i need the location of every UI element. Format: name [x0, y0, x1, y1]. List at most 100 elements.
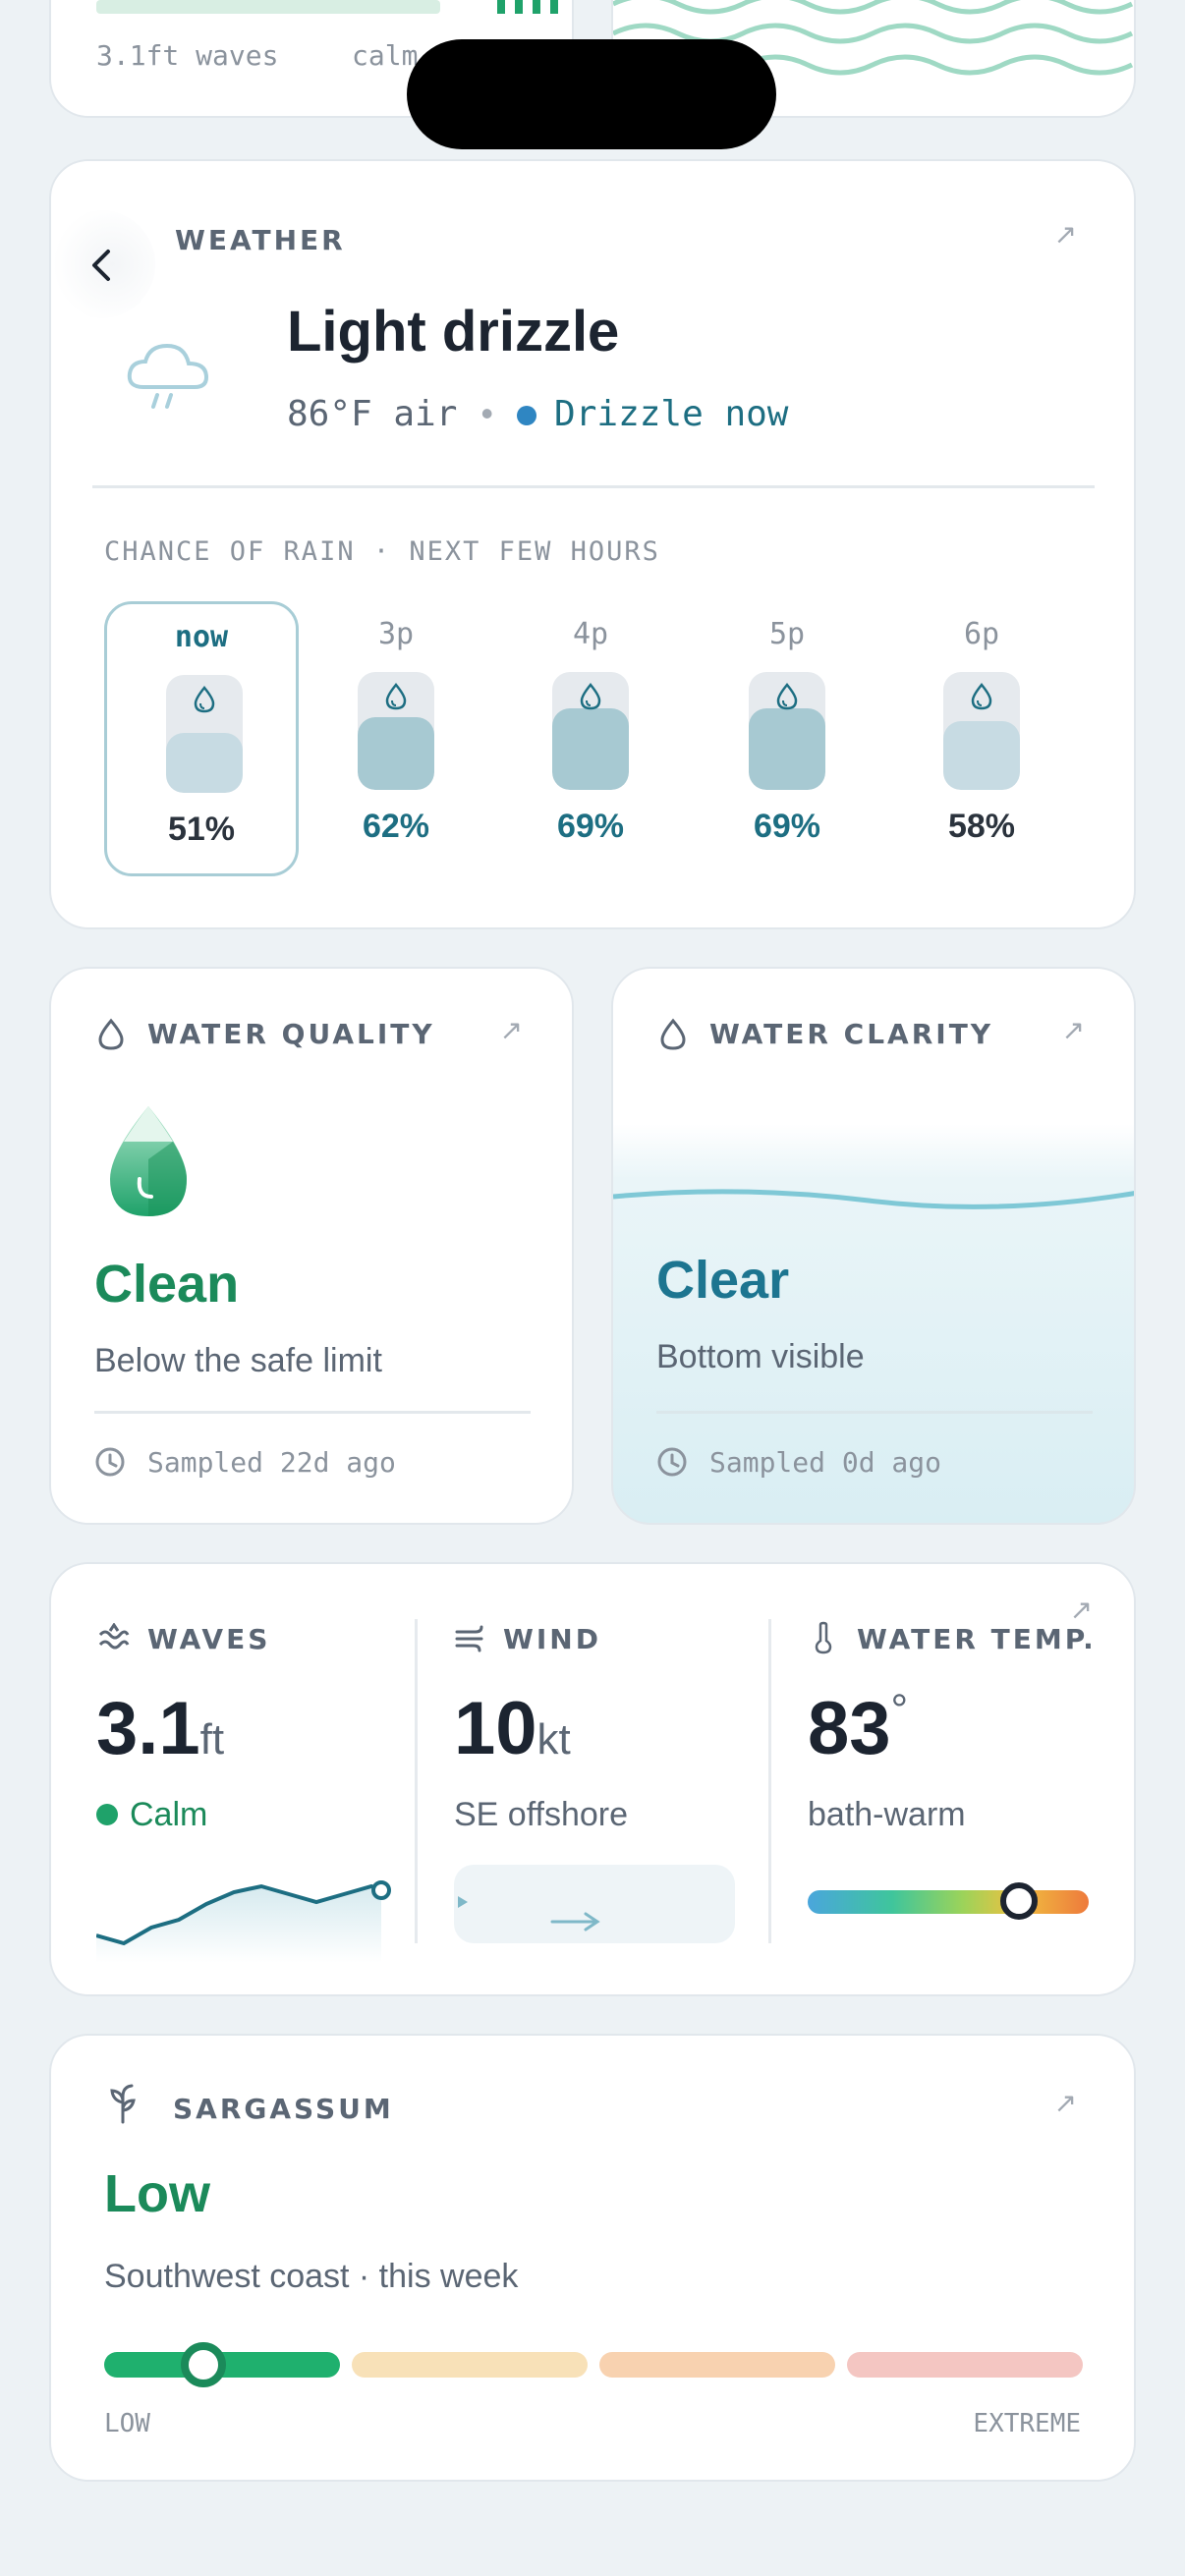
rain-hour-label: 5p — [768, 617, 806, 651]
wind-label: WIND — [503, 1623, 601, 1655]
clean-drop-icon — [110, 1106, 187, 1216]
chevron-left-icon — [92, 250, 110, 281]
waves-icon — [98, 1623, 130, 1650]
waves-number: 3.1 — [96, 1687, 200, 1770]
raindrop-icon — [552, 682, 629, 716]
sargassum-card[interactable]: SARGASSUM ↗ Low Southwest coast · this w… — [49, 2034, 1136, 2482]
rain-chance-pill — [358, 672, 434, 790]
weather-condition: Light drizzle — [287, 300, 620, 364]
separator-dot: • — [480, 393, 494, 433]
open-arrow-icon[interactable]: ↗ — [1053, 219, 1077, 250]
water-clarity-card[interactable]: WATER CLARITY ↗ Clear Bottom visible Sam… — [611, 967, 1136, 1525]
water-temp-description: bath-warm — [808, 1796, 966, 1833]
seaweed-icon — [110, 2084, 136, 2124]
air-temp: 86°F air — [287, 394, 458, 434]
wind-arrow-icon — [458, 1896, 600, 1932]
rain-hour-label: now — [174, 620, 229, 654]
water-quality-sampled: Sampled 22d ago — [147, 1446, 396, 1479]
open-arrow-icon[interactable]: ↗ — [1053, 2088, 1077, 2118]
water-clarity-sampled: Sampled 0d ago — [709, 1446, 942, 1479]
level-segment-moderate — [352, 2352, 588, 2378]
sargassum-marker — [181, 2342, 226, 2387]
scale-low-label: LOW — [104, 2409, 150, 2438]
waves-value: 3.1ft — [96, 1686, 224, 1771]
water-surface-line — [613, 1189, 1134, 1209]
raindrop-icon — [358, 682, 434, 716]
rain-chance-value: 69% — [753, 808, 821, 845]
water-clarity-description: Bottom visible — [656, 1338, 865, 1375]
water-quality-status: Clean — [94, 1255, 240, 1314]
rain-hour-now[interactable]: now 51% — [104, 601, 299, 876]
water-quality-label: WATER QUALITY — [147, 1018, 435, 1050]
wind-number: 10 — [454, 1687, 537, 1770]
weather-section-label: WEATHER — [175, 224, 346, 256]
waves-status: Calm — [96, 1796, 207, 1834]
rain-chance-value: 69% — [556, 808, 625, 845]
waves-status-text: Calm — [130, 1796, 208, 1833]
rain-chance-pill — [166, 675, 243, 793]
wave-bars — [96, 0, 568, 14]
drizzle-status: Drizzle now — [554, 394, 789, 434]
wind-icon — [455, 1625, 483, 1652]
rain-chance-fill — [166, 733, 243, 793]
clock-icon — [95, 1447, 125, 1477]
open-arrow-icon[interactable]: ↗ — [499, 1015, 523, 1045]
column-divider — [415, 1619, 418, 1943]
raindrop-icon — [166, 685, 243, 719]
wind-direction-graphic — [454, 1865, 735, 1943]
water-temp-marker — [1000, 1882, 1038, 1920]
open-arrow-icon[interactable]: ↗ — [1069, 1595, 1093, 1625]
droplet-icon — [98, 1018, 124, 1050]
thermometer-icon — [815, 1621, 832, 1654]
rain-chance-fill — [552, 708, 629, 790]
conditions-card[interactable]: ↗ WAVES 3.1ft Calm WIND 10kt SE offshore — [49, 1562, 1136, 1996]
droplet-icon — [660, 1018, 686, 1050]
raindrop-icon — [943, 682, 1020, 716]
rain-hour-label: 6p — [963, 617, 1000, 651]
water-temp-scale — [808, 1882, 1089, 1920]
rain-chance-fill — [943, 721, 1020, 790]
weather-card[interactable]: WEATHER ↗ Light drizzle 86°F air • Drizz… — [49, 159, 1136, 929]
sargassum-level: Low — [104, 2164, 210, 2223]
rain-heading: CHANCE OF RAIN · NEXT FEW HOURS — [104, 536, 660, 567]
rain-hour-3p[interactable]: 3p 62% — [299, 601, 493, 876]
rain-chance-fill — [358, 717, 434, 790]
wind-value: 10kt — [454, 1686, 571, 1771]
rain-hour-4p[interactable]: 4p 69% — [493, 601, 688, 876]
weather-subline: 86°F air • Drizzle now — [287, 393, 788, 434]
wind-direction: SE offshore — [454, 1796, 629, 1833]
rain-hour-label: 4p — [572, 617, 609, 651]
calm-caption: calm — [352, 39, 419, 72]
scale-high-label: EXTREME — [973, 2409, 1081, 2438]
level-segment-high — [599, 2352, 835, 2378]
water-clarity-status: Clear — [656, 1251, 790, 1310]
divider — [92, 485, 1095, 488]
water-clarity-label: WATER CLARITY — [709, 1018, 994, 1050]
status-dot-icon — [96, 1804, 118, 1825]
back-button[interactable] — [51, 210, 155, 318]
rain-hour-6p[interactable]: 6p 58% — [884, 601, 1079, 876]
water-quality-card[interactable]: WATER QUALITY ↗ Clean Below the safe lim… — [49, 967, 574, 1525]
sargassum-label: SARGASSUM — [173, 2093, 394, 2125]
rain-chance-value: 62% — [362, 808, 430, 845]
water-temp-value: 83° — [808, 1686, 908, 1771]
divider — [94, 1411, 531, 1414]
rain-chance-value: 58% — [947, 808, 1016, 845]
sargassum-region: Southwest coast · this week — [104, 2258, 519, 2295]
cloud-drizzle-icon — [127, 343, 209, 409]
column-divider — [768, 1619, 771, 1943]
rain-hour-label: 3p — [377, 617, 415, 651]
rain-chance-pill — [749, 672, 825, 790]
rain-hour-5p[interactable]: 5p 69% — [690, 601, 884, 876]
waves-unit: ft — [199, 1715, 225, 1764]
waves-caption: 3.1ft waves — [96, 39, 279, 72]
dynamic-island — [407, 39, 776, 149]
water-temp-number: 83 — [808, 1687, 891, 1770]
clock-icon — [657, 1447, 687, 1477]
water-temp-label: WATER TEMP. — [857, 1623, 1097, 1655]
water-temp-unit: ° — [890, 1686, 909, 1734]
level-segment-extreme — [847, 2352, 1083, 2378]
divider — [656, 1411, 1093, 1414]
open-arrow-icon[interactable]: ↗ — [1061, 1015, 1085, 1045]
rain-chance-pill — [943, 672, 1020, 790]
